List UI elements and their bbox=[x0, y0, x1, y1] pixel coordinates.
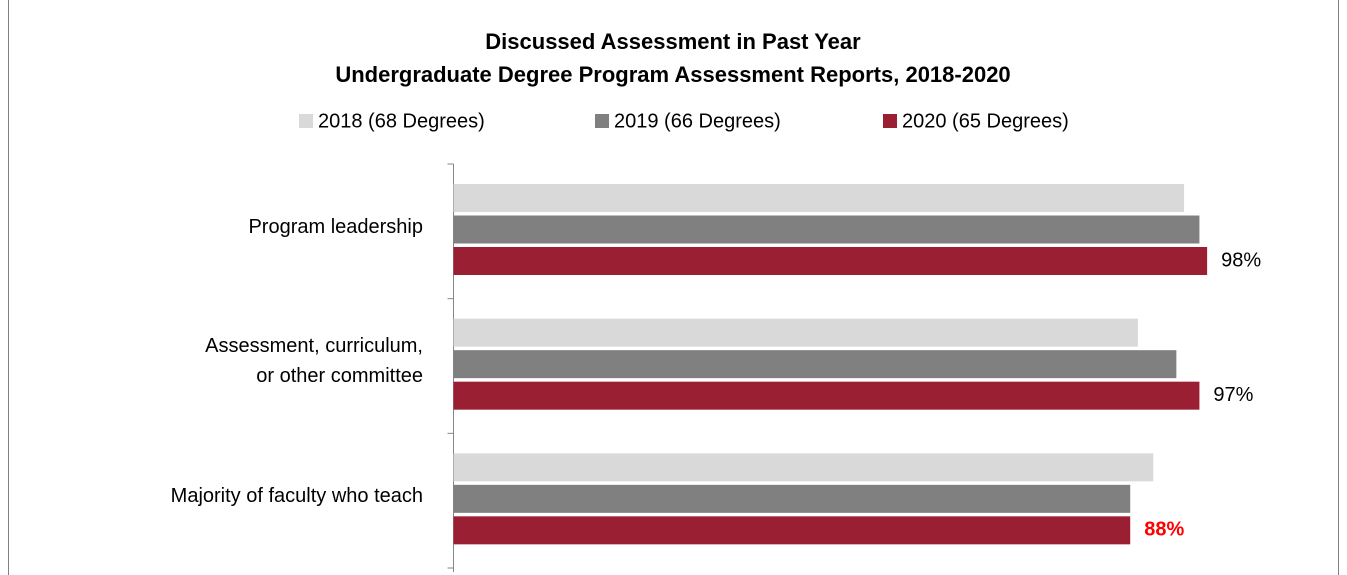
bar bbox=[453, 215, 1200, 244]
chart-title: Discussed Assessment in Past Year bbox=[485, 29, 861, 54]
value-label: 88% bbox=[1144, 519, 1184, 541]
chart-frame bbox=[8, 0, 1339, 575]
legend-swatch bbox=[883, 114, 897, 128]
legend-label: 2019 (66 Degrees) bbox=[614, 110, 781, 132]
bar bbox=[453, 484, 1131, 513]
bar bbox=[453, 247, 1208, 275]
legend-label: 2018 (68 Degrees) bbox=[318, 110, 485, 132]
value-label: 98% bbox=[1221, 249, 1261, 271]
legend-swatch bbox=[299, 114, 313, 128]
bar bbox=[453, 381, 1200, 410]
chart-subtitle: Undergraduate Degree Program Assessment … bbox=[335, 62, 1010, 87]
bar bbox=[453, 184, 1185, 212]
category-label: Program leadership bbox=[248, 215, 423, 238]
legend-swatch bbox=[595, 114, 609, 128]
bar bbox=[453, 318, 1138, 347]
value-label: 97% bbox=[1213, 384, 1253, 406]
bar bbox=[453, 350, 1177, 379]
bar bbox=[453, 516, 1131, 545]
bar bbox=[453, 453, 1154, 482]
category-label: Majority of faculty who teach bbox=[170, 484, 423, 507]
category-label: Assessment, curriculum, or other committ… bbox=[205, 335, 423, 388]
legend-label: 2020 (65 Degrees) bbox=[902, 110, 1069, 132]
